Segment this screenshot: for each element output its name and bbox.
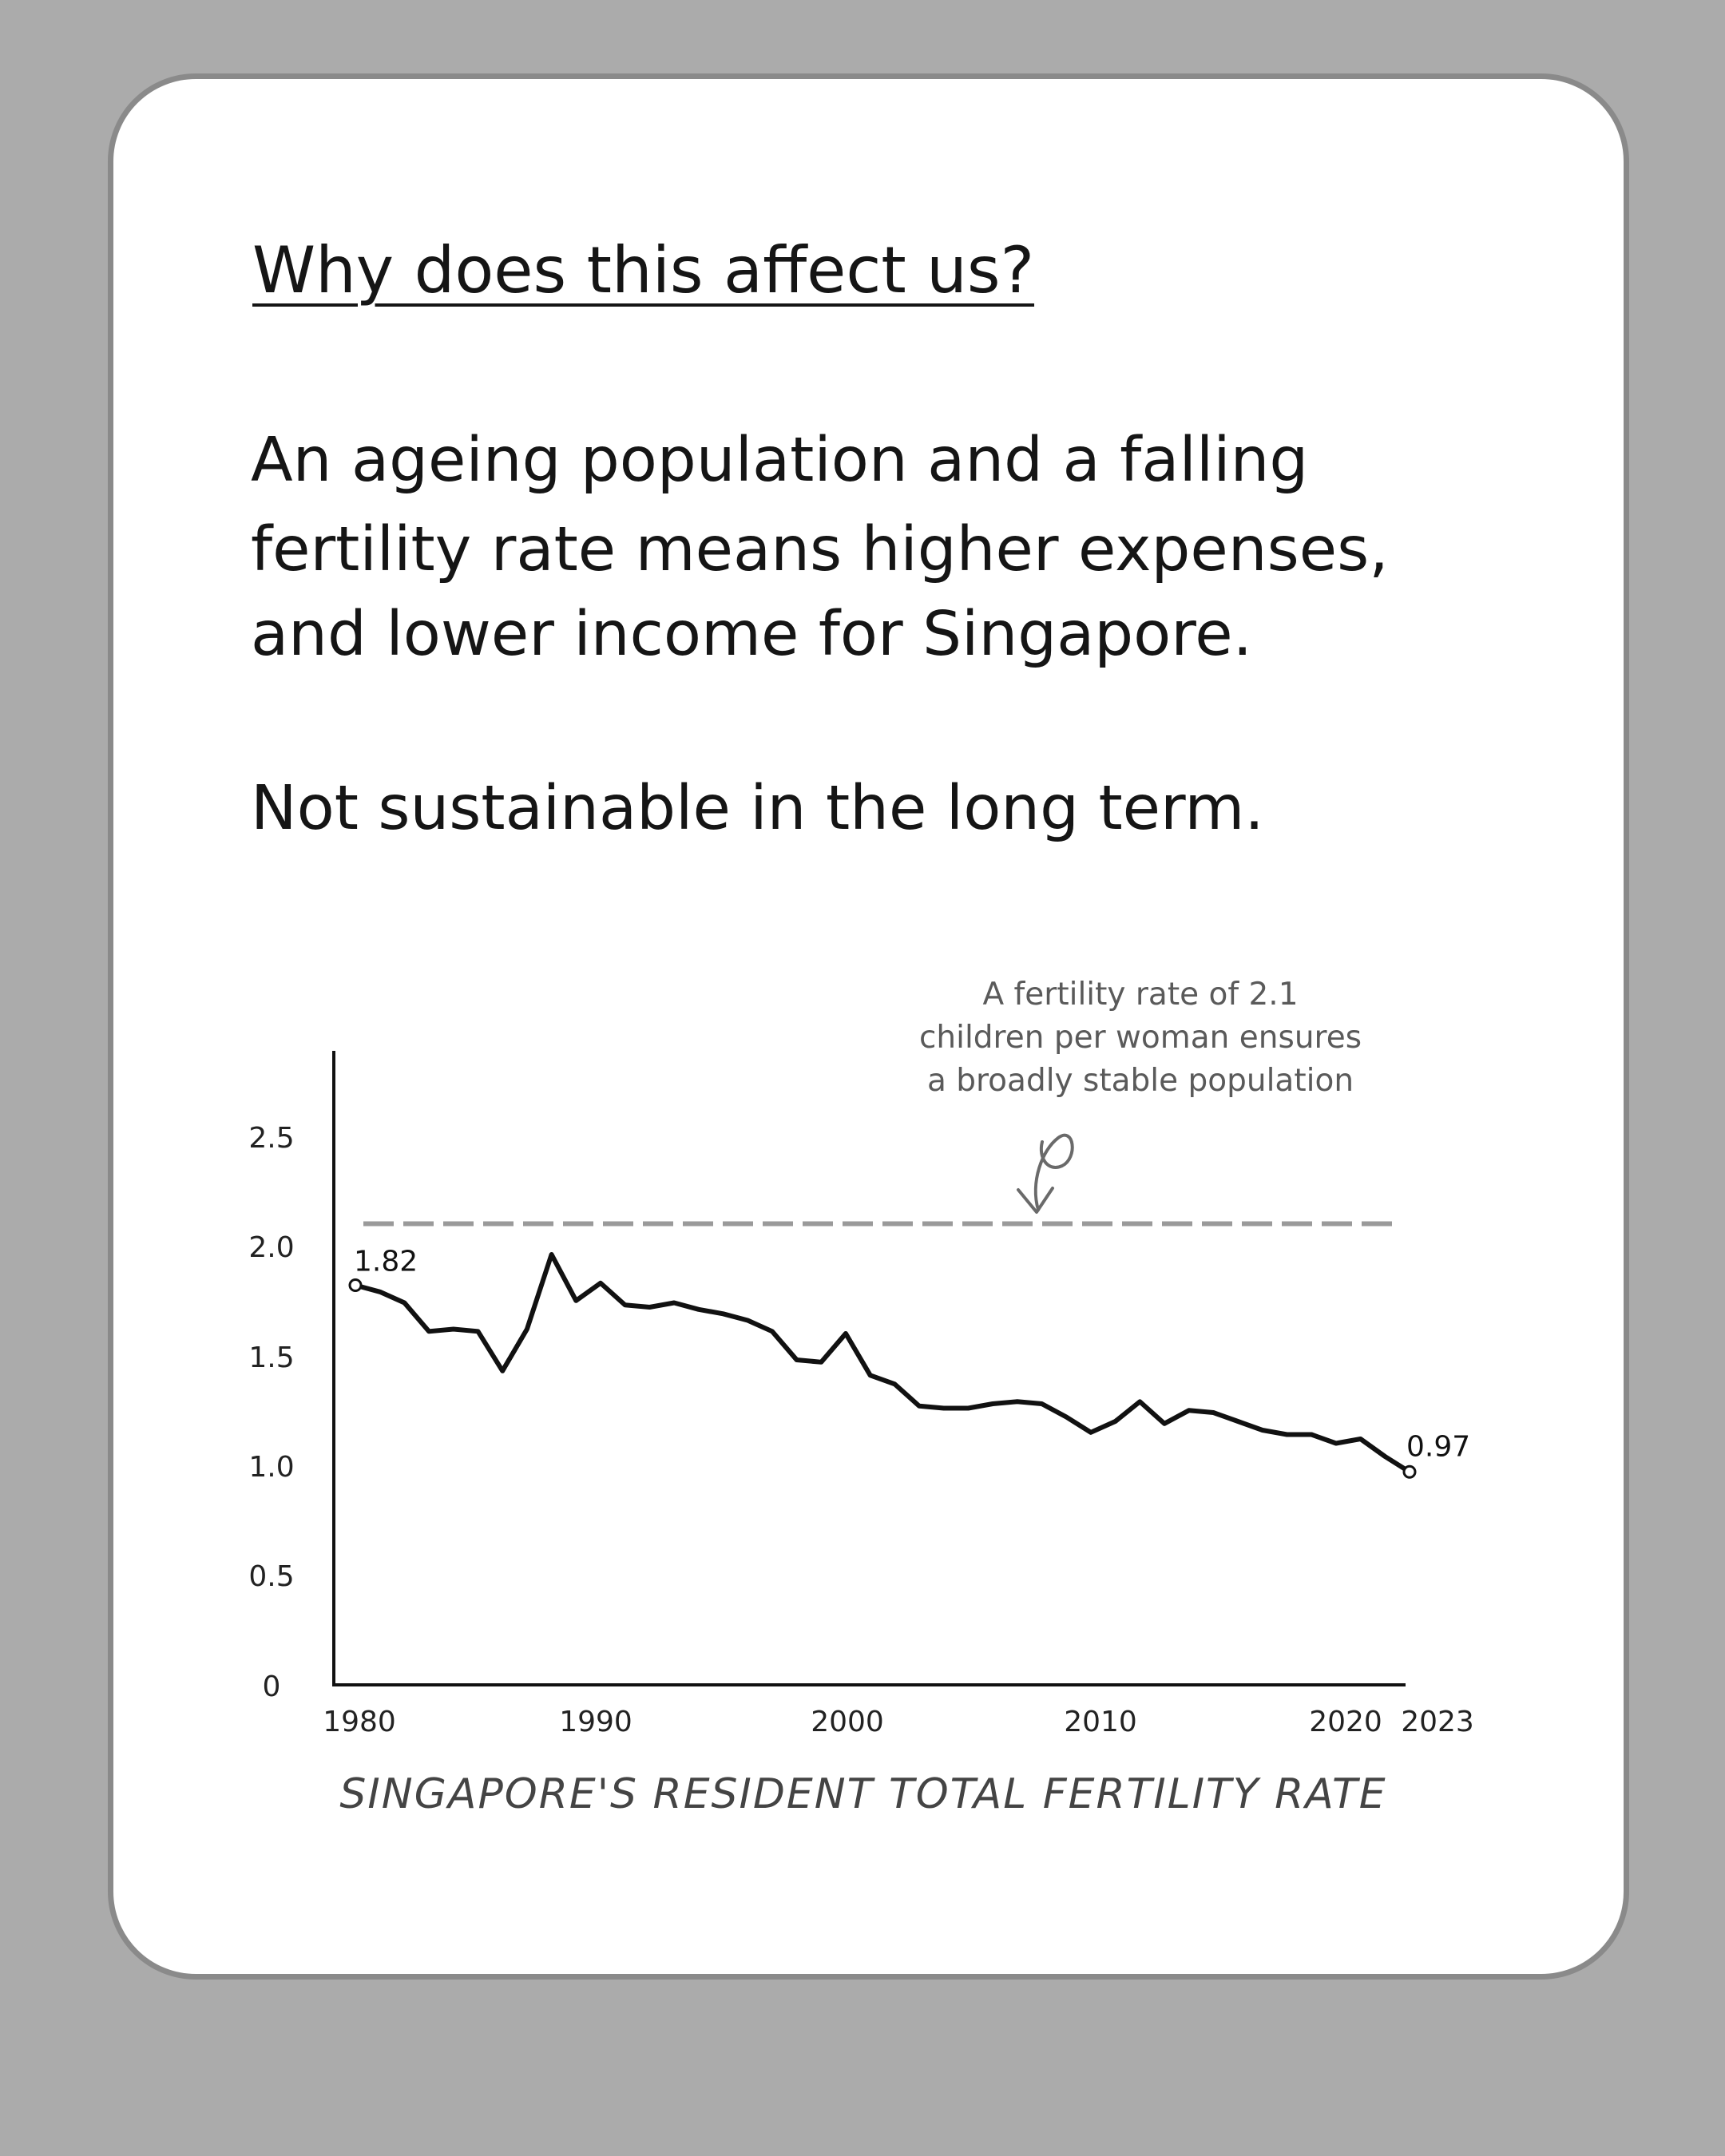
x-tick-label: 1980 [323,1706,396,1738]
annotation-line-3: a broadly stable population [927,1063,1354,1099]
y-tick-label: 2.0 [248,1231,294,1264]
page-title: Why does this affect us? [252,233,1035,307]
body-line-2: fertility rate means higher expenses, [251,514,1389,585]
annotation-line-2: children per woman ensures [919,1020,1362,1056]
fertility-rate-line [353,1252,1412,1475]
y-tick-label: 0 [263,1671,281,1703]
x-tick-label: 1990 [559,1706,632,1738]
y-tick-label: 1.0 [248,1451,294,1484]
y-tick-label: 2.5 [248,1122,294,1155]
chart-caption: SINGAPORE'S RESIDENT TOTAL FERTILITY RAT… [339,1770,1386,1818]
x-tick-label: 2010 [1064,1706,1137,1738]
data-label-end: 0.97 [1406,1430,1470,1463]
x-tick-label: 2020 [1309,1706,1382,1738]
y-tick-label: 0.5 [248,1560,294,1593]
x-tick-label: 2023 [1401,1706,1474,1738]
conclusion-line: Not sustainable in the long term. [251,773,1264,844]
data-label-start: 1.82 [354,1246,418,1278]
annotation-line-1: A fertility rate of 2.1 [982,977,1298,1013]
annotation-arrowhead [1017,1187,1054,1214]
body-line-3: and lower income for Singapore. [251,599,1253,670]
body-line-1: An ageing population and a falling [251,425,1309,496]
y-tick-label: 1.5 [248,1342,294,1374]
start-point-marker [348,1278,363,1292]
end-point-marker [1402,1464,1417,1479]
x-tick-label: 2000 [811,1706,884,1738]
annotation-arrow [1033,1133,1074,1211]
card [108,73,1629,1980]
